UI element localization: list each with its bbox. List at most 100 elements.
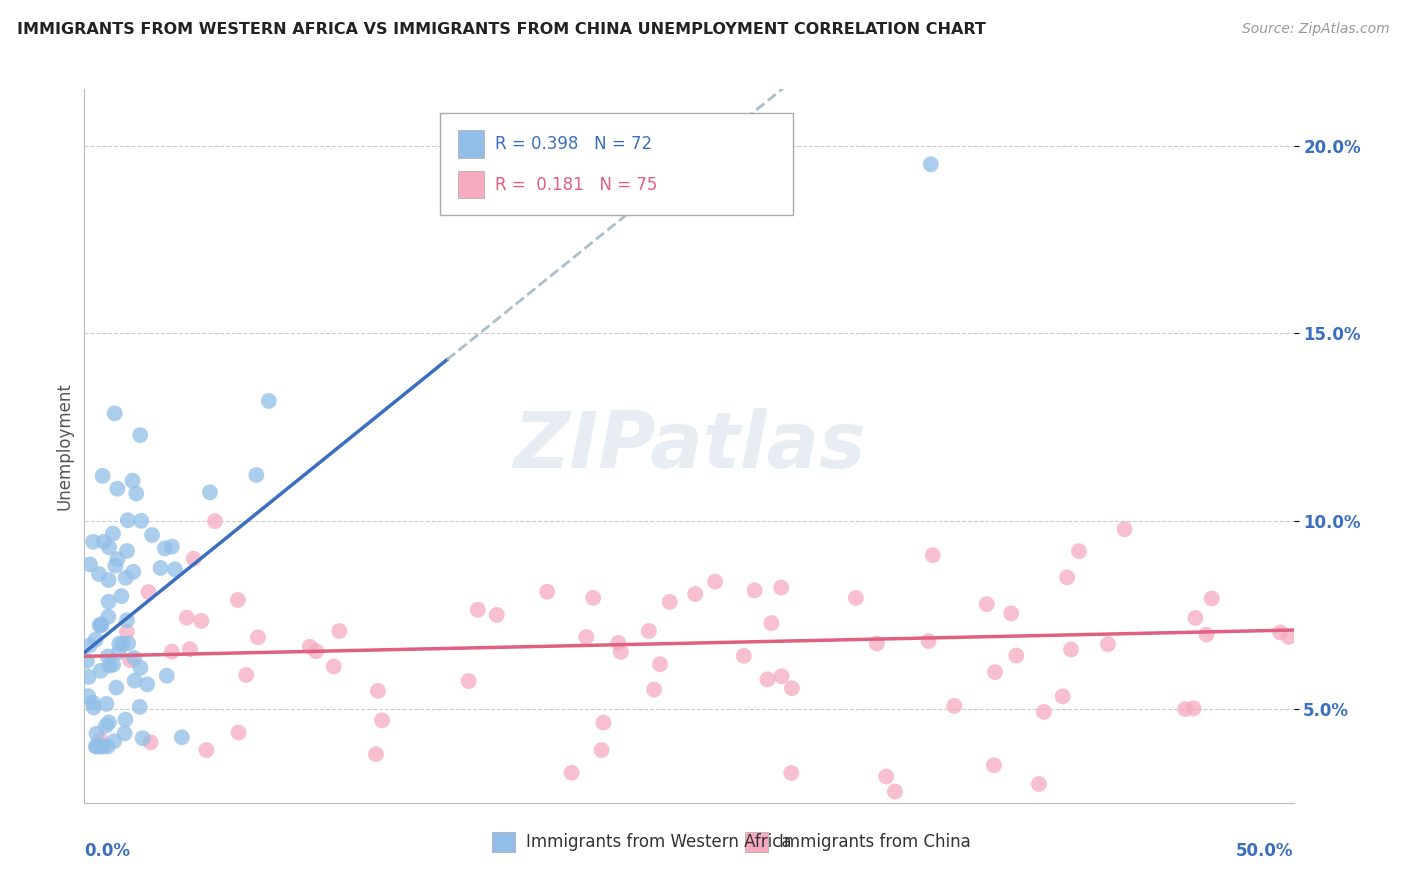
Point (141, 528, 163, 542)
Point (115, 613, 138, 627)
Point (86, 726, 108, 740)
Point (98, 658, 121, 673)
Point (328, 624, 350, 638)
Text: 0.0%: 0.0% (84, 842, 131, 860)
Point (77, 689, 100, 703)
Point (87, 567, 110, 582)
Point (245, 467, 267, 482)
Point (1114, 522, 1136, 536)
Point (190, 614, 212, 628)
Point (90, 664, 112, 678)
Point (298, 640, 321, 654)
Point (984, 665, 1007, 680)
Point (115, 624, 138, 639)
Point (591, 743, 613, 757)
Point (1032, 705, 1054, 719)
Point (884, 784, 907, 798)
Point (1270, 625, 1292, 640)
Text: 50.0%: 50.0% (1236, 842, 1294, 860)
Point (129, 661, 152, 675)
Point (246, 630, 269, 644)
Point (98, 541, 121, 555)
Point (90, 617, 112, 632)
Point (204, 514, 226, 528)
Point (770, 581, 793, 595)
Text: R = 0.398   N = 72: R = 0.398 N = 72 (495, 135, 652, 153)
Point (160, 645, 183, 659)
Point (139, 735, 162, 749)
Point (176, 610, 198, 624)
Point (124, 673, 146, 688)
Point (149, 561, 172, 575)
Point (770, 669, 793, 683)
Point (104, 558, 127, 573)
Point (97, 715, 120, 730)
Point (920, 157, 942, 171)
Point (105, 681, 128, 695)
Text: Source: ZipAtlas.com: Source: ZipAtlas.com (1241, 22, 1389, 37)
Point (228, 725, 250, 739)
Point (235, 668, 257, 682)
Point (367, 684, 389, 698)
Point (110, 589, 132, 603)
Point (79, 639, 101, 653)
Point (117, 513, 139, 527)
Point (1028, 777, 1050, 791)
Point (104, 406, 127, 420)
Point (122, 565, 145, 579)
Point (105, 482, 128, 496)
Point (101, 657, 124, 672)
Point (114, 571, 136, 585)
Point (93, 534, 115, 549)
Point (121, 474, 143, 488)
Point (105, 552, 128, 566)
Point (1052, 690, 1074, 704)
Point (89, 739, 111, 754)
Point (84, 739, 107, 754)
Point (138, 585, 160, 599)
Point (457, 674, 479, 689)
Point (364, 747, 387, 761)
Point (322, 659, 344, 673)
Y-axis label: Unemployment: Unemployment (55, 382, 73, 510)
Point (976, 597, 998, 611)
Point (780, 766, 803, 780)
Point (79, 558, 101, 572)
Point (780, 681, 803, 696)
Point (115, 544, 138, 558)
Point (129, 428, 152, 442)
Point (733, 648, 755, 663)
Point (82, 534, 104, 549)
Point (1174, 702, 1197, 716)
Point (683, 587, 706, 601)
Point (257, 393, 280, 408)
Text: IMMIGRANTS FROM WESTERN AFRICA VS IMMIGRANTS FROM CHINA UNEMPLOYMENT CORRELATION: IMMIGRANTS FROM WESTERN AFRICA VS IMMIGR… (17, 22, 986, 37)
Point (89, 618, 111, 632)
Point (83, 700, 105, 714)
Point (179, 642, 201, 657)
Point (97, 573, 120, 587)
Point (114, 726, 136, 740)
Point (153, 541, 176, 556)
Point (96, 697, 118, 711)
Point (107, 645, 129, 659)
Point (117, 636, 139, 650)
Point (917, 634, 939, 648)
Point (536, 584, 558, 599)
Point (111, 637, 134, 651)
Point (1278, 630, 1301, 644)
Point (128, 699, 150, 714)
Point (1195, 627, 1218, 641)
Point (170, 731, 193, 745)
Point (90, 618, 112, 632)
Point (101, 526, 124, 541)
Point (97, 609, 120, 624)
Point (97, 739, 120, 754)
Point (744, 583, 766, 598)
Point (592, 715, 614, 730)
Point (226, 593, 249, 607)
Point (76, 654, 98, 668)
Point (131, 731, 153, 746)
Point (845, 591, 868, 605)
Point (156, 669, 179, 683)
